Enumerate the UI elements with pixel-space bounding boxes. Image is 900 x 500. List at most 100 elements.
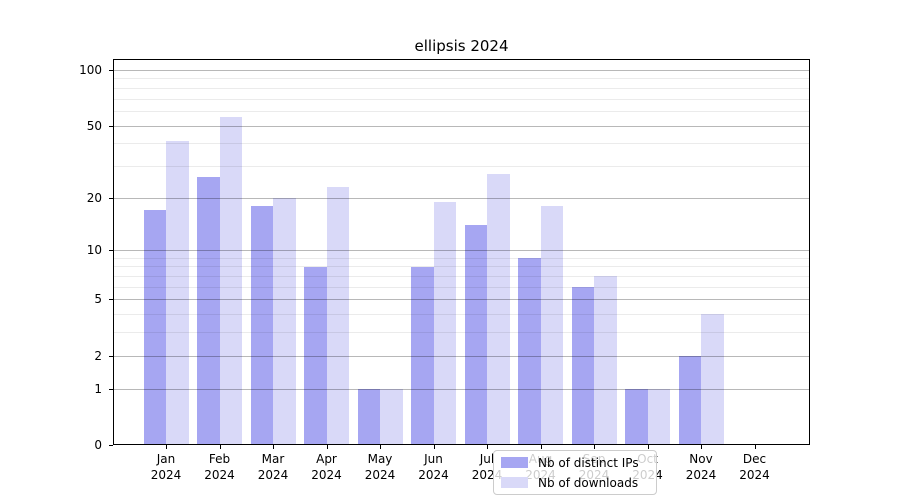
major-gridline-50 xyxy=(113,125,810,127)
x-tick-label-may: May 2024 xyxy=(353,451,407,483)
bar-downloads-nov xyxy=(701,314,724,445)
legend-label-distinct-ips: Nb of distinct IPs xyxy=(538,455,639,470)
x-tick-sep xyxy=(594,445,595,449)
bar-ips-feb xyxy=(197,177,220,445)
plot-area: Nb of distinct IPs Nb of downloads xyxy=(113,59,810,495)
y-tick-label-0: 0 xyxy=(94,438,102,452)
bar-ips-jun xyxy=(411,266,434,445)
bar-ips-mar xyxy=(250,205,273,445)
minor-gridline-7 xyxy=(113,276,810,278)
x-tick-month: Mar xyxy=(261,452,285,466)
x-tick-label-dec: Dec 2024 xyxy=(728,451,782,483)
legend-label-downloads: Nb of downloads xyxy=(538,475,639,490)
legend-swatch-distinct-ips xyxy=(501,457,528,468)
minor-gridline-70 xyxy=(113,98,810,100)
bar-downloads-apr xyxy=(326,186,349,445)
y-tick-label-5: 5 xyxy=(94,292,102,307)
minor-gridline-3 xyxy=(113,332,810,334)
y-tick-0 xyxy=(109,445,113,446)
bar-ips-sep xyxy=(571,286,594,445)
bar-downloads-jul xyxy=(487,174,510,445)
bar-ips-may xyxy=(357,388,380,445)
y-tick-label-50: 50 xyxy=(86,118,102,133)
minor-gridline-80 xyxy=(113,87,810,89)
major-gridline-10 xyxy=(113,250,810,252)
x-tick-year: 2024 xyxy=(739,468,770,482)
spine-bottom xyxy=(113,444,810,445)
y-tick-100 xyxy=(109,69,113,71)
x-tick-nov xyxy=(701,445,702,449)
x-tick-aug xyxy=(540,445,542,449)
y-tick-label-1: 1 xyxy=(94,381,102,396)
x-tick-month: Jul xyxy=(479,452,495,466)
bar-ips-jan xyxy=(143,210,166,445)
x-tick-year: 2024 xyxy=(150,468,182,482)
legend: Nb of distinct IPs Nb of downloads xyxy=(493,450,657,495)
x-tick-dec xyxy=(754,445,756,449)
bar-downloads-aug xyxy=(540,205,563,445)
bar-ips-nov xyxy=(678,355,701,445)
y-tick-20 xyxy=(109,197,113,199)
y-tick-10 xyxy=(109,250,113,252)
bar-downloads-sep xyxy=(594,276,617,445)
bar-ips-oct xyxy=(625,388,648,445)
major-gridline-20 xyxy=(113,197,810,199)
x-tick-year: 2024 xyxy=(311,468,342,482)
x-tick-month: Dec xyxy=(742,452,767,466)
minor-gridline-9 xyxy=(113,257,810,259)
x-tick-month: May xyxy=(367,452,393,466)
legend-item-distinct-ips: Nb of distinct IPs xyxy=(494,456,656,470)
bar-downloads-jan xyxy=(166,141,189,445)
x-tick-jun xyxy=(433,445,435,449)
minor-gridline-40 xyxy=(113,143,810,145)
x-tick-label-nov: Nov 2024 xyxy=(674,451,728,483)
minor-gridline-60 xyxy=(113,110,810,112)
spine-top xyxy=(113,59,810,60)
chart-title: ellipsis 2024 xyxy=(414,37,509,55)
x-tick-label-mar: Mar 2024 xyxy=(246,451,300,483)
x-tick-month: Feb xyxy=(208,452,231,466)
x-tick-label-jan: Jan 2024 xyxy=(139,451,193,483)
y-tick-label-100: 100 xyxy=(79,62,102,77)
x-tick-jul xyxy=(487,445,488,449)
x-tick-year: 2024 xyxy=(364,468,396,482)
legend-swatch-downloads xyxy=(501,477,528,488)
x-tick-apr xyxy=(326,445,328,449)
x-tick-year: 2024 xyxy=(257,468,289,482)
y-tick-2 xyxy=(109,355,113,357)
x-tick-month: Nov xyxy=(689,452,713,466)
y-tick-label-2: 2 xyxy=(94,348,102,363)
x-tick-year: 2024 xyxy=(418,468,449,482)
bar-ips-aug xyxy=(518,257,541,445)
x-tick-label-apr: Apr 2024 xyxy=(300,451,354,483)
major-gridline-100 xyxy=(113,69,810,71)
y-tick-5 xyxy=(109,299,113,301)
y-tick-50 xyxy=(109,125,113,127)
bar-downloads-may xyxy=(380,388,403,445)
bar-ips-apr xyxy=(304,266,327,445)
minor-gridline-6 xyxy=(113,286,810,288)
major-gridline-5 xyxy=(113,299,810,301)
legend-item-downloads: Nb of downloads xyxy=(494,476,656,490)
x-tick-year: 2024 xyxy=(204,468,235,482)
x-tick-oct xyxy=(647,445,649,449)
x-tick-may xyxy=(380,445,381,449)
bar-downloads-feb xyxy=(219,116,242,445)
bar-ips-jul xyxy=(464,225,487,445)
spine-right xyxy=(809,59,810,445)
bar-downloads-oct xyxy=(647,388,670,445)
x-tick-month: Jun xyxy=(424,452,443,466)
x-tick-jan xyxy=(166,445,167,449)
major-gridline-2 xyxy=(113,355,810,357)
x-tick-mar xyxy=(273,445,274,449)
y-tick-label-10: 10 xyxy=(86,243,102,258)
x-tick-year: 2024 xyxy=(685,468,717,482)
x-tick-label-jun: Jun 2024 xyxy=(407,451,461,483)
x-tick-label-feb: Feb 2024 xyxy=(193,451,247,483)
bar-downloads-mar xyxy=(273,197,296,445)
minor-gridline-30 xyxy=(113,165,810,167)
minor-gridline-4 xyxy=(113,314,810,316)
x-tick-month: Apr xyxy=(316,452,337,466)
major-gridline-1 xyxy=(113,388,810,390)
